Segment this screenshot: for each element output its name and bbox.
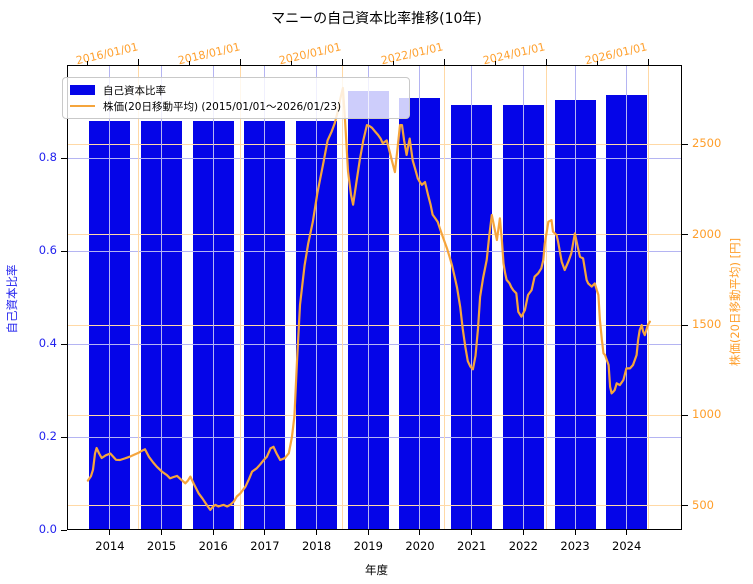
x-tick-label-2015: 2015 [146,539,177,553]
legend: 自己資本比率 株価(20日移動平均) (2015/01/01～2026/01/2… [62,77,410,119]
x-top-tick-label-2020: 2020/01/01 [278,40,343,68]
gridline-v-date-2022 [444,65,446,530]
y-right-tick-1500 [682,324,688,326]
x-tick-2020 [419,530,421,535]
y-left-tick-0.4 [61,343,67,345]
y-left-tick-0.8 [61,157,67,159]
chart-title: マニーの自己資本比率推移(10年) [271,11,482,27]
x-tick-label-2017: 2017 [250,539,280,553]
x-top-tick-label-2018: 2018/01/01 [176,40,241,68]
gridline-v-date-2026 [648,65,650,530]
y-left-tick-label-0: 0.0 [38,522,57,536]
x-tick-2024 [626,530,628,535]
bar-2024 [606,95,648,530]
x-top-tick-2018 [240,59,242,65]
bar-2014 [89,120,131,530]
bar-2022 [502,104,544,530]
legend-line-swatch [70,104,95,108]
legend-bar-swatch [70,85,95,95]
x-top-tick-2020 [342,59,344,65]
x-tick-2015 [161,530,163,535]
legend-row-equity-ratio: 自己資本比率 [70,82,402,98]
x-tick-label-2021: 2021 [457,539,487,553]
x-top-minor-tick-2021 [393,61,395,65]
y-right-tick-label-2000: 2000 [692,226,722,241]
x-tick-2019 [367,530,369,535]
y-right-tick-label-1500: 1500 [692,317,722,331]
x-tick-2023 [574,530,576,535]
bar-2023 [554,99,596,530]
x-top-minor-tick-2019 [291,61,293,65]
x-top-minor-tick-2025 [597,61,599,65]
gridline-v-date-2020 [342,65,344,530]
bar-2020 [399,97,441,530]
x-top-tick-2022 [444,59,446,65]
x-top-minor-tick-2015 [87,61,89,65]
y-left-tick-label-0.2: 0.2 [38,429,57,443]
gridline-v-date-2016 [138,65,140,530]
x-tick-label-2024: 2024 [612,539,642,553]
y-right-tick-label-1000: 1000 [692,407,722,422]
bar-2016 [192,120,234,530]
y-right-tick-2000 [682,234,688,236]
x-top-tick-label-2022: 2022/01/01 [380,40,445,68]
x-tick-label-2023: 2023 [560,539,590,553]
y-left-tick-label-0.6: 0.6 [38,243,57,257]
y-right-tick-1000 [682,414,688,416]
y-left-tick-0.6 [61,250,67,252]
y-left-tick-0.2 [61,436,67,438]
x-top-minor-tick-2023 [495,61,497,65]
bar-2017 [244,120,286,530]
x-top-minor-tick-2017 [189,61,191,65]
y-left-tick-label-0.8: 0.8 [38,150,57,164]
x-top-tick-2016 [138,59,140,65]
legend-bar-label: 自己資本比率 [103,84,166,97]
x-tick-label-2018: 2018 [301,539,332,553]
x-tick-label-2016: 2016 [198,539,228,553]
gridline-v-date-2018 [240,65,242,530]
x-top-tick-label-2016: 2016/01/01 [74,40,139,68]
x-top-tick-2024 [546,59,548,65]
x-top-tick-2026 [648,59,650,65]
x-tick-2018 [316,530,318,535]
y-right-tick-label-500: 500 [692,497,714,512]
x-top-tick-label-2024: 2024/01/01 [482,40,547,68]
x-tick-2021 [471,530,473,535]
bar-2015 [141,120,183,530]
bar-2019 [347,90,389,530]
x-tick-2017 [264,530,266,535]
x-top-tick-label-2026: 2026/01/01 [584,40,649,68]
x-tick-label-2019: 2019 [353,539,383,553]
y-right-tick-500 [682,505,688,507]
y-right-tick-2500 [682,143,688,145]
y-left-tick-label-0.4: 0.4 [38,336,57,350]
x-axis-label: 年度 [365,563,388,577]
x-tick-2016 [212,530,214,535]
gridline-v-date-2024 [546,65,548,530]
x-tick-label-2022: 2022 [508,539,538,553]
x-tick-2014 [109,530,111,535]
x-tick-2022 [522,530,524,535]
legend-row-stock-price: 株価(20日移動平均) (2015/01/01～2026/01/23) [70,98,402,114]
x-tick-label-2020: 2020 [405,539,435,553]
bar-2018 [296,120,338,530]
y-right-tick-label-2500: 2500 [692,136,722,151]
bar-2021 [451,104,493,530]
y-left-tick-0 [61,529,67,531]
legend-line-label: 株価(20日移動平均) (2015/01/01～2026/01/23) [103,100,342,113]
x-tick-label-2014: 2014 [95,539,125,553]
